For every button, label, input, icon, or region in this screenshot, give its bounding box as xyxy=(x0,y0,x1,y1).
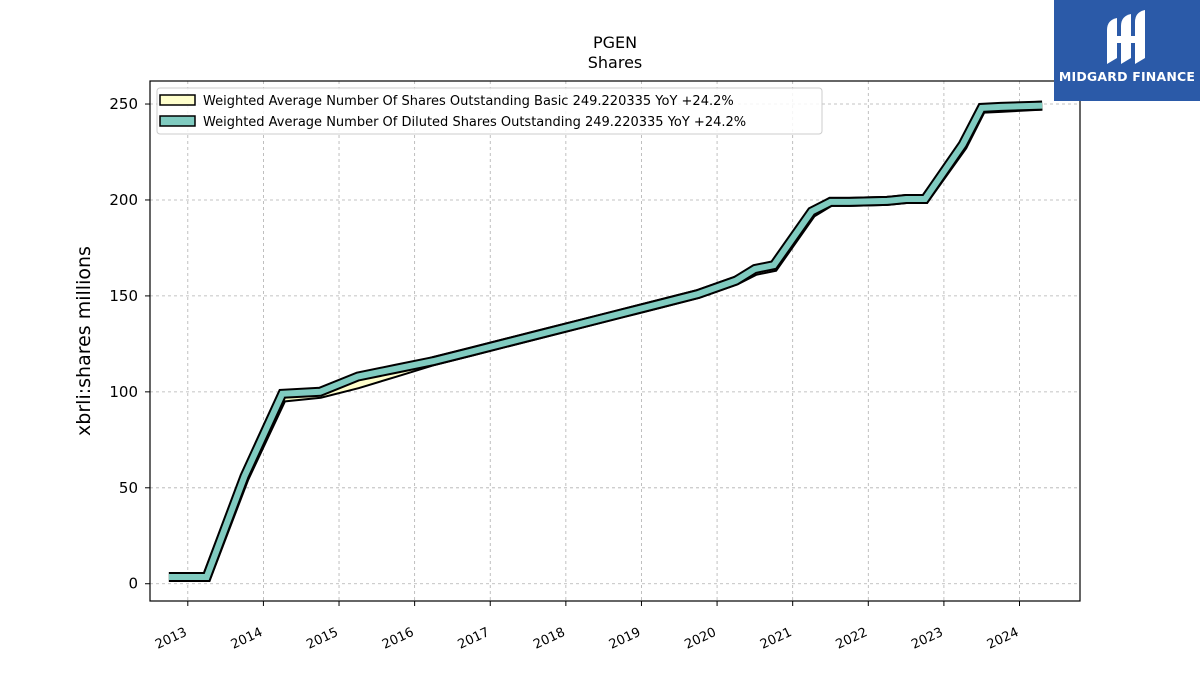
y-tick-label: 100 xyxy=(109,383,138,401)
y-axis-label: xbrli:shares millions xyxy=(73,246,95,436)
legend-swatch-2 xyxy=(159,115,196,127)
series-lines xyxy=(168,100,1043,582)
x-tick-label: 2022 xyxy=(834,625,870,653)
chart-subtitle: Shares xyxy=(588,53,643,72)
series-2-line xyxy=(168,102,1043,580)
y-tick-label: 250 xyxy=(109,95,138,113)
legend-swatch-1 xyxy=(159,94,196,106)
y-tick-label: 150 xyxy=(109,287,138,305)
series-1-outline xyxy=(168,100,1043,582)
x-tick-label: 2021 xyxy=(758,625,794,653)
legend: Weighted Average Number Of Shares Outsta… xyxy=(156,87,823,135)
x-tick-label: 2019 xyxy=(607,625,643,653)
x-tick-label: 2023 xyxy=(909,625,945,653)
series-1-line xyxy=(168,102,1043,580)
series-2-outline xyxy=(168,100,1043,582)
logo-mark-icon xyxy=(1107,10,1145,64)
x-tick-label: 2014 xyxy=(229,625,265,653)
y-axis: 0 50 100 150 200 250 xyxy=(109,95,150,593)
logo-text: MIDGARD FINANCE xyxy=(1058,69,1196,84)
x-tick-label: 2017 xyxy=(456,625,492,653)
plot-frame xyxy=(149,80,1081,602)
x-tick-label: 2015 xyxy=(304,625,340,653)
x-tick-label: 2020 xyxy=(682,625,718,653)
x-tick-label: 2024 xyxy=(985,625,1021,653)
y-tick-label: 200 xyxy=(109,191,138,209)
y-tick-label: 0 xyxy=(128,575,138,593)
grid xyxy=(150,81,1080,601)
chart-title: PGEN xyxy=(593,33,637,52)
x-tick-label: 2016 xyxy=(380,625,416,653)
legend-label-2: Weighted Average Number Of Diluted Share… xyxy=(203,115,746,130)
legend-box xyxy=(156,87,823,135)
logo: MIDGARD FINANCE xyxy=(1054,0,1200,101)
x-tick-label: 2018 xyxy=(531,625,567,653)
x-axis: 2013 2014 2015 2016 2017 2018 2019 2020 2021 2022… xyxy=(153,601,1021,653)
y-tick-label: 50 xyxy=(119,479,138,497)
x-tick-label: 2013 xyxy=(153,625,189,653)
legend-label-1: Weighted Average Number Of Shares Outsta… xyxy=(203,94,734,109)
